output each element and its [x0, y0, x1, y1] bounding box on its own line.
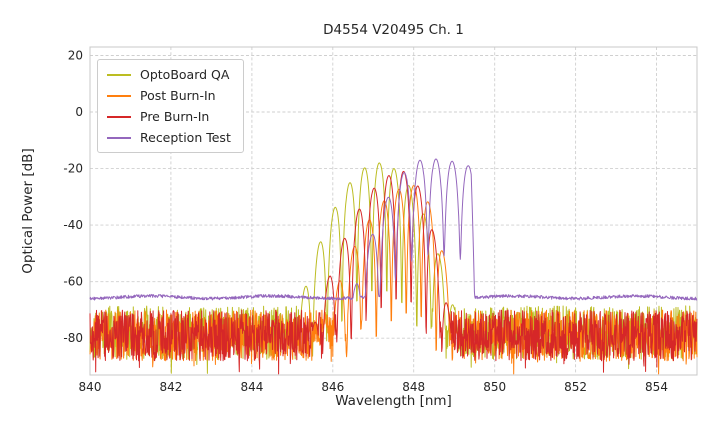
y-tick-label: 0 — [75, 105, 83, 119]
x-axis-label: Wavelength [nm] — [335, 393, 452, 409]
series-line-2 — [89, 170, 698, 375]
legend-entry-2: Pre Burn-In — [107, 109, 231, 124]
x-tick-label: 846 — [321, 380, 344, 394]
legend-line-swatch — [107, 94, 131, 97]
y-tick-label: -60 — [63, 275, 83, 289]
legend-label: OptoBoard QA — [140, 67, 230, 82]
x-tick-label: 842 — [159, 380, 182, 394]
legend: OptoBoard QA Post Burn-In Pre Burn-In Recep… — [97, 59, 244, 153]
plot-frame — [89, 46, 698, 376]
legend-line-swatch — [107, 136, 131, 139]
series-line-3 — [89, 158, 698, 301]
x-tick-label: 850 — [483, 380, 506, 394]
legend-line-swatch — [107, 115, 131, 118]
x-tick-label: 854 — [645, 380, 668, 394]
x-tick-label: 852 — [564, 380, 587, 394]
legend-label: Post Burn-In — [140, 88, 216, 103]
legend-label: Reception Test — [140, 130, 231, 145]
y-tick-label: -20 — [63, 162, 83, 176]
legend-entry-3: Reception Test — [107, 130, 231, 145]
x-tick-label: 840 — [79, 380, 102, 394]
legend-label: Pre Burn-In — [140, 109, 210, 124]
chart-title: D4554 V20495 Ch. 1 — [323, 22, 464, 38]
legend-line-swatch — [107, 73, 131, 76]
y-tick-label: -40 — [63, 218, 83, 232]
legend-entry-0: OptoBoard QA — [107, 67, 231, 82]
y-tick-label: -80 — [63, 331, 83, 345]
x-tick-label: 844 — [240, 380, 263, 394]
y-axis-label: Optical Power [dB] — [20, 148, 36, 274]
y-tick-label: 20 — [68, 49, 83, 63]
legend-entry-1: Post Burn-In — [107, 88, 231, 103]
x-tick-label: 848 — [402, 380, 425, 394]
